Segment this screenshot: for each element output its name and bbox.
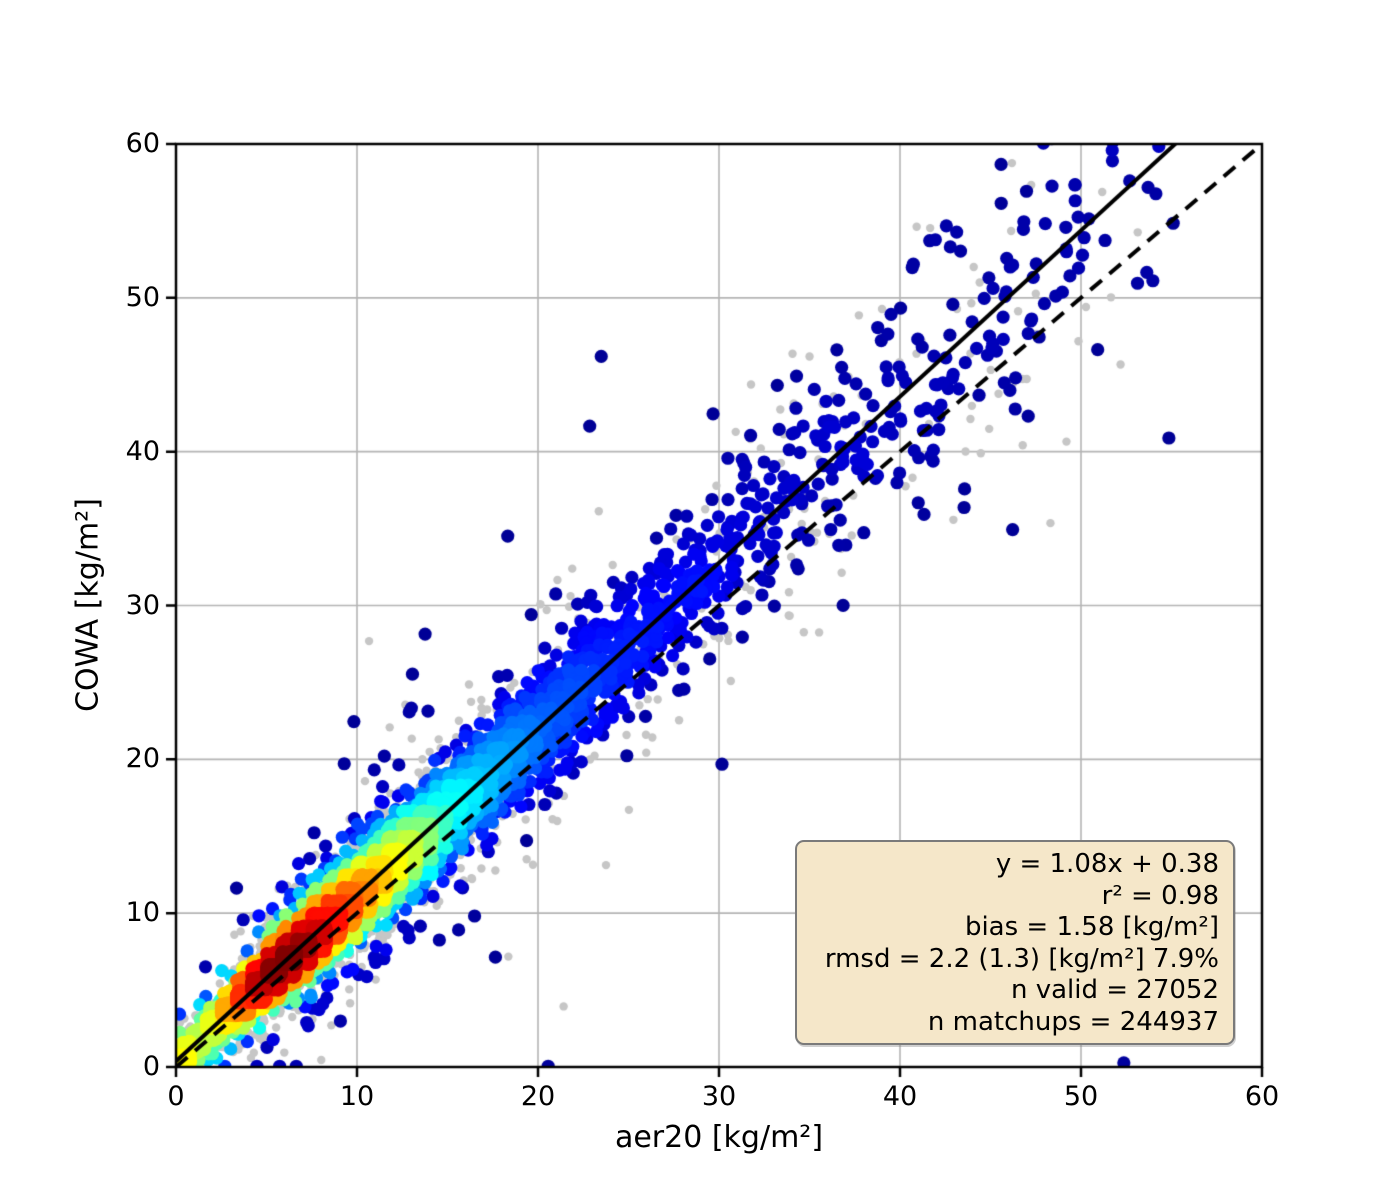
x-axis-label: aer20 [kg/m²] xyxy=(614,1120,824,1155)
stats-line-nmatchup: n matchups = 244937 xyxy=(927,1006,1219,1037)
stats-line-fit: y = 1.08x + 0.38 xyxy=(995,849,1219,879)
stats-line-nvalid: n valid = 27052 xyxy=(1010,975,1219,1005)
y-axis-label: COWA [kg/m²] xyxy=(70,498,106,712)
stats-line-bias: bias = 1.58 [kg/m²] xyxy=(964,912,1219,942)
stats-box: y = 1.08x + 0.38 r² = 0.98 bias = 1.58 [… xyxy=(795,840,1235,1045)
stats-line-r2: r² = 0.98 xyxy=(1101,880,1219,911)
stats-line-rmsd: rmsd = 2.2 (1.3) [kg/m²] 7.9% xyxy=(824,943,1219,974)
